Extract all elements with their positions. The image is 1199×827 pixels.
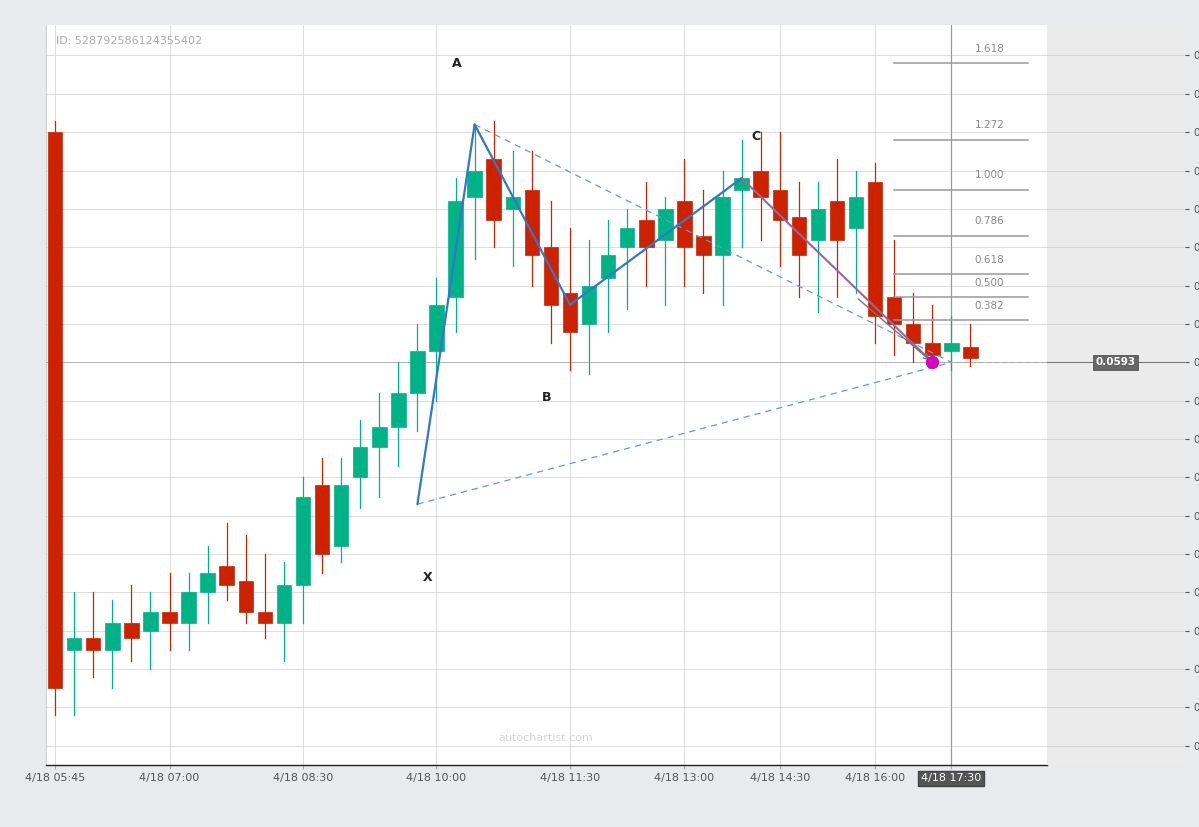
Bar (67, 638, 82, 650)
Text: autochartist.com: autochartist.com (499, 733, 594, 743)
Bar (906, 324, 921, 343)
Bar (468, 170, 482, 198)
Bar (143, 612, 158, 631)
Bar (448, 201, 463, 297)
Bar (658, 209, 673, 240)
Bar (487, 159, 501, 221)
Bar (620, 228, 634, 247)
Bar (315, 485, 330, 554)
Bar (48, 132, 62, 688)
Bar (944, 343, 959, 351)
Bar (697, 236, 711, 255)
Bar (734, 178, 749, 189)
Text: 0.382: 0.382 (975, 300, 1005, 310)
Bar (772, 189, 787, 221)
Bar (677, 201, 692, 247)
Bar (181, 592, 195, 623)
Bar (562, 294, 577, 332)
Bar (239, 581, 253, 612)
Bar (639, 221, 653, 247)
Text: A: A (452, 57, 462, 70)
Text: 1.000: 1.000 (975, 170, 1005, 180)
Text: 0.0593: 0.0593 (1096, 357, 1135, 367)
Bar (887, 297, 902, 324)
Text: ID: 528792586124355402: ID: 528792586124355402 (55, 36, 201, 46)
Bar (963, 347, 977, 358)
Bar (125, 623, 139, 638)
Bar (525, 189, 540, 255)
Text: B: B (542, 390, 550, 404)
Bar (277, 585, 291, 623)
Bar (716, 198, 730, 255)
Bar (868, 182, 882, 316)
Text: 0.500: 0.500 (975, 278, 1005, 288)
Text: X: X (423, 571, 433, 584)
Bar (601, 255, 615, 278)
Bar (811, 209, 825, 240)
Bar (410, 351, 424, 393)
Bar (200, 573, 215, 592)
Text: 0.618: 0.618 (975, 255, 1005, 265)
Bar (926, 343, 940, 355)
Bar (162, 612, 176, 623)
Text: 1.272: 1.272 (975, 120, 1005, 131)
Bar (219, 566, 234, 585)
Bar (258, 612, 272, 623)
Text: C: C (751, 130, 760, 143)
Bar (543, 247, 559, 305)
Text: 1.618: 1.618 (975, 44, 1005, 54)
Bar (849, 198, 863, 228)
Text: 0.786: 0.786 (975, 216, 1005, 226)
Bar (296, 496, 311, 585)
Bar (106, 623, 120, 650)
Bar (353, 447, 367, 477)
Bar (372, 428, 386, 447)
Bar (86, 638, 101, 650)
Bar (582, 285, 596, 324)
Bar (753, 170, 767, 198)
Bar (429, 305, 444, 351)
Bar (506, 198, 520, 209)
Bar (791, 217, 806, 255)
Bar (333, 485, 349, 547)
Bar (391, 393, 405, 428)
Bar (830, 201, 844, 240)
